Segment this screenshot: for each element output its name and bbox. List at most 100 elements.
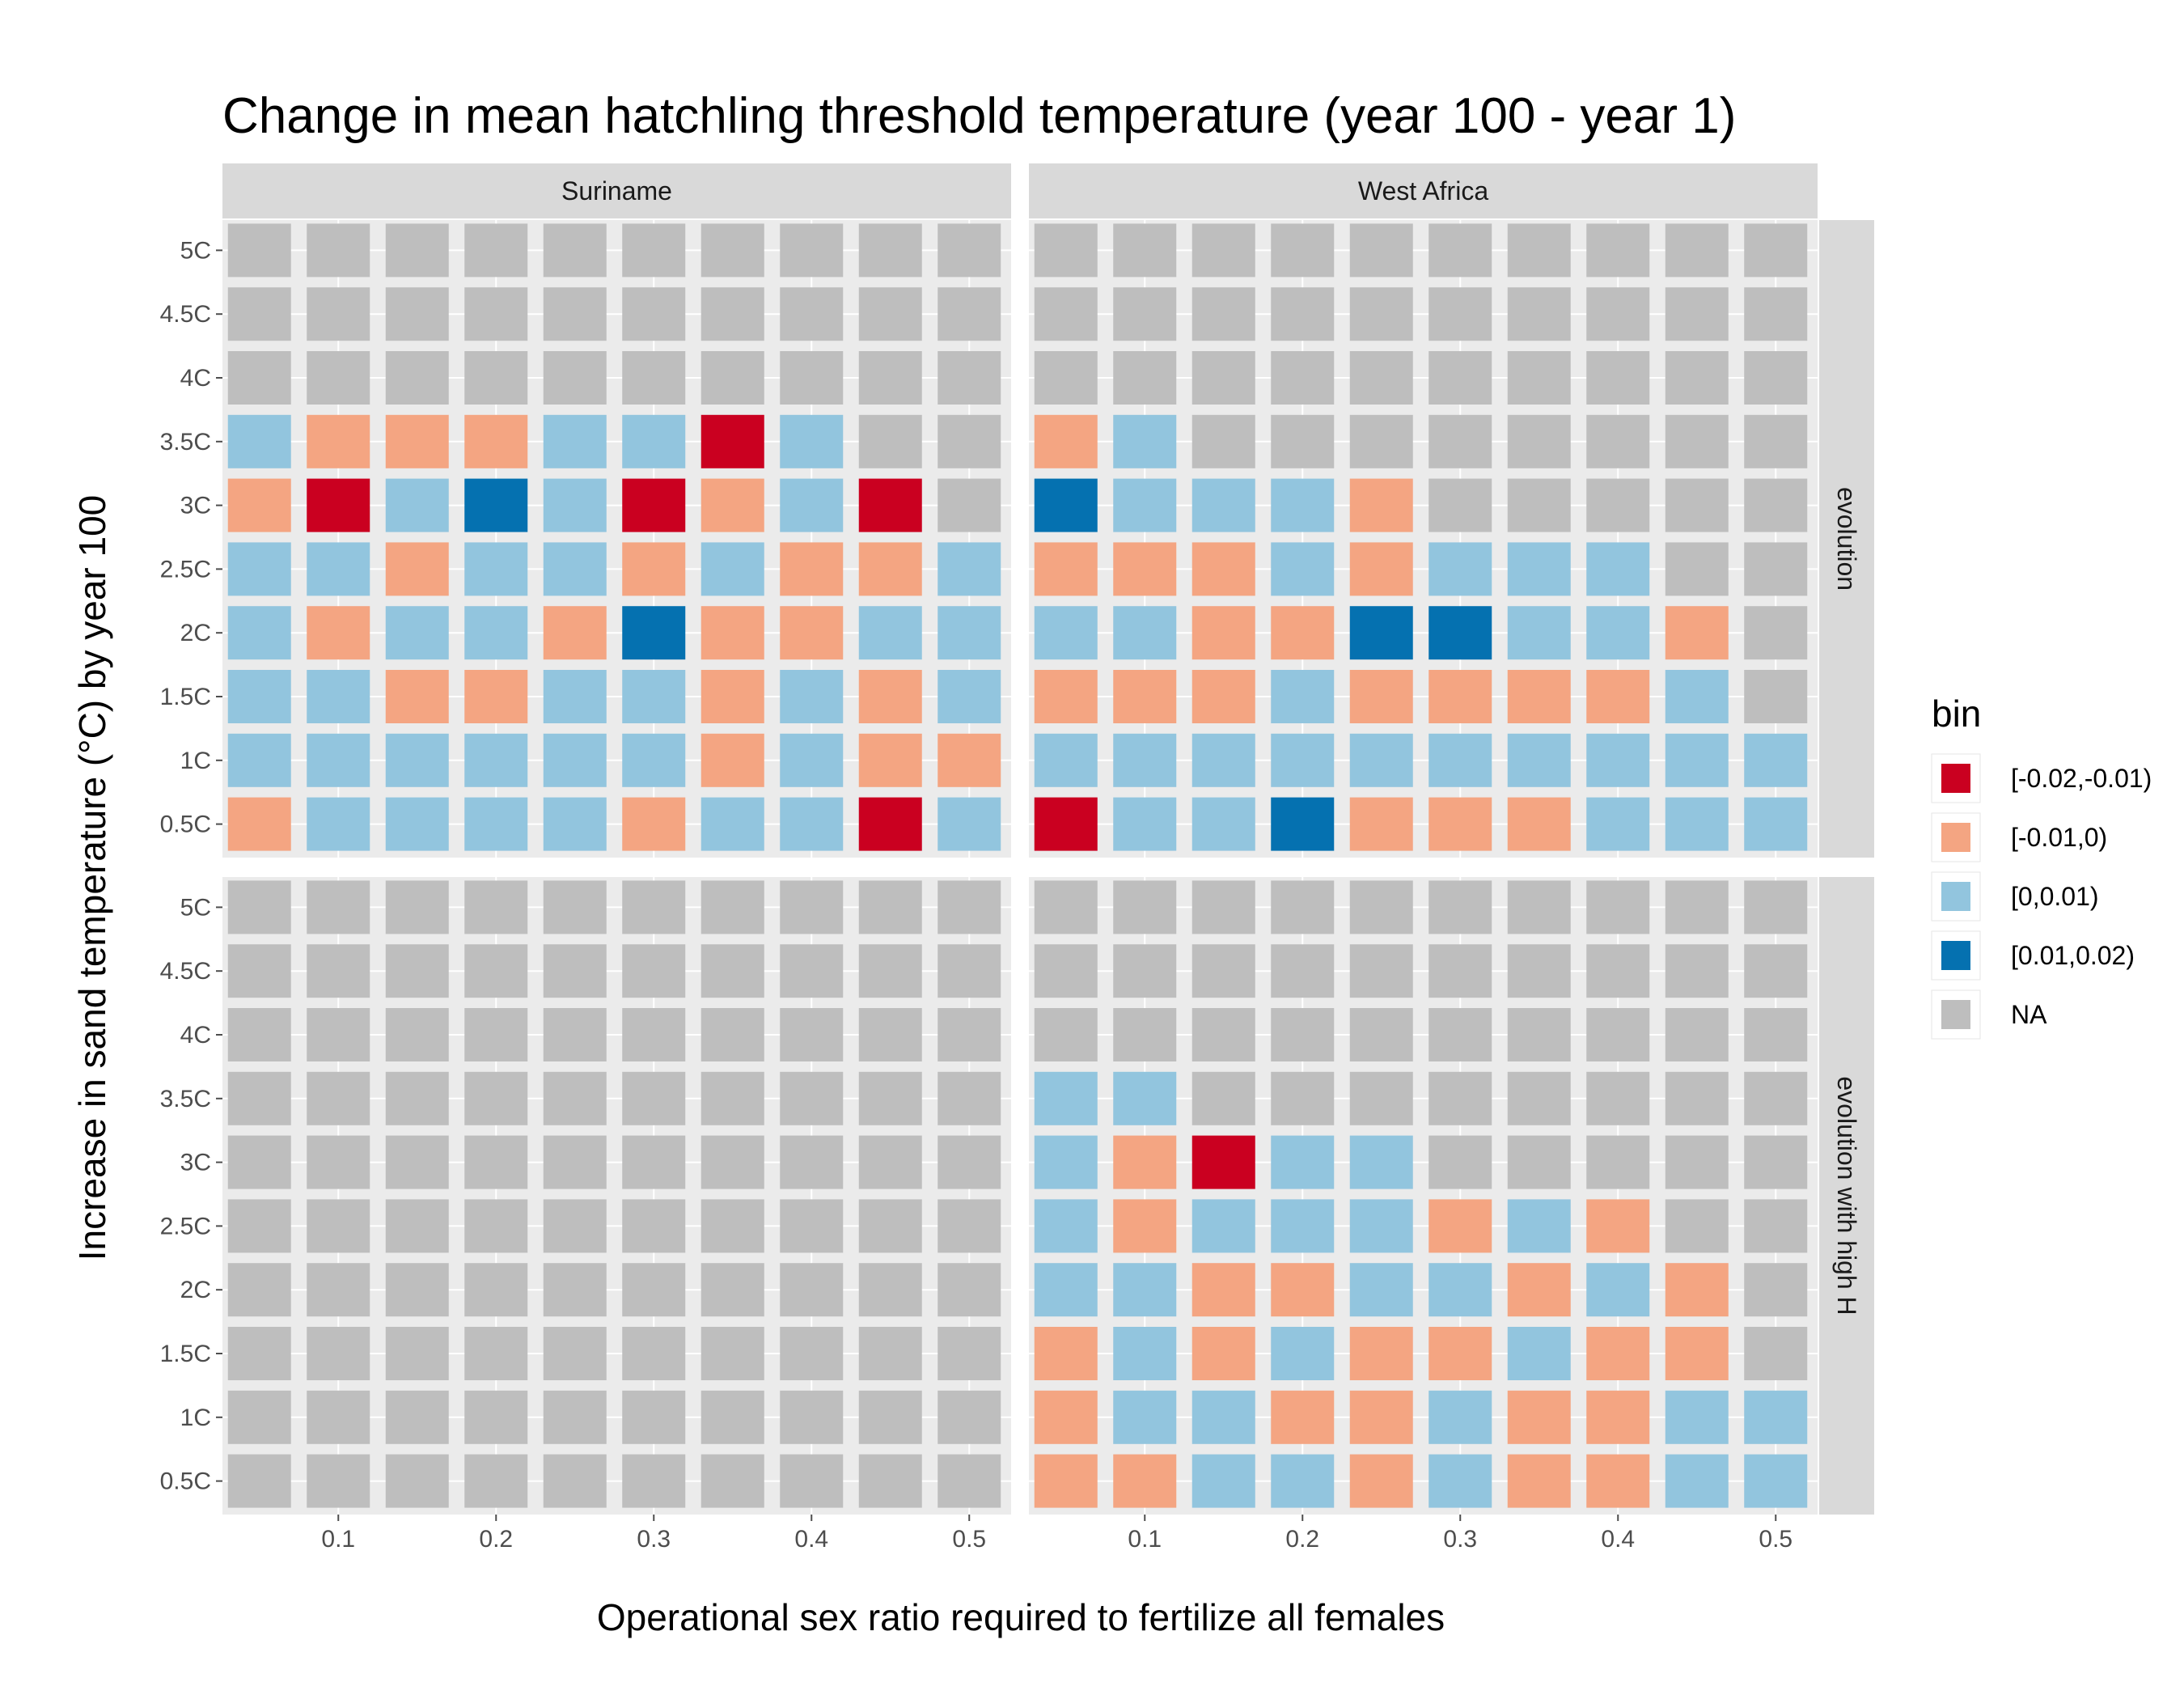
heatmap-tile	[938, 542, 1001, 596]
heatmap-tile	[858, 414, 922, 468]
heatmap-tile	[464, 1390, 528, 1444]
heatmap-tile	[1744, 1390, 1808, 1444]
heatmap-tile	[385, 478, 449, 532]
heatmap-tile	[1034, 1008, 1098, 1061]
heatmap-tile	[1191, 1390, 1255, 1444]
heatmap-tile	[1271, 1327, 1335, 1380]
heatmap-tile	[938, 1008, 1001, 1061]
legend-item: [0.01,0.02)	[1931, 930, 2135, 981]
heatmap-tile	[543, 670, 607, 723]
heatmap-tile	[1113, 1008, 1177, 1061]
heatmap-tile	[543, 880, 607, 934]
legend: bin [-0.02,-0.01) [-0.01,0) [0,0.01) [0.01,0…	[1931, 693, 2152, 1040]
y-tick-label: 2.5C	[160, 556, 211, 583]
heatmap-tile	[858, 733, 922, 787]
heatmap-tile	[1191, 797, 1255, 851]
heatmap-tile	[1271, 1390, 1335, 1444]
x-tick-label: 0.1	[1128, 1526, 1162, 1553]
heatmap-tile	[1349, 1199, 1413, 1253]
heatmap-tile	[464, 1327, 528, 1380]
heatmap-tile	[1507, 606, 1571, 660]
legend-item: [-0.01,0)	[1931, 812, 2107, 862]
heatmap-tile	[1744, 414, 1808, 468]
heatmap-tile	[780, 1008, 844, 1061]
heatmap-tile	[700, 414, 764, 468]
heatmap-tile	[227, 414, 291, 468]
heatmap-tile	[1271, 1008, 1335, 1061]
heatmap-tile	[385, 670, 449, 723]
heatmap-tile	[227, 1390, 291, 1444]
heatmap-tile	[307, 1390, 370, 1444]
facet-panel	[1029, 220, 1818, 858]
heatmap-tile	[1665, 1390, 1729, 1444]
legend-title: bin	[1932, 693, 1981, 735]
heatmap-tile	[1586, 1263, 1650, 1317]
heatmap-tile	[780, 1135, 844, 1189]
heatmap-tile	[1507, 797, 1571, 851]
y-tick-label: 1C	[180, 748, 211, 774]
heatmap-tile	[1428, 287, 1492, 341]
heatmap-tile	[938, 797, 1001, 851]
y-tick-label: 3.5C	[160, 429, 211, 455]
heatmap-tile	[780, 287, 844, 341]
heatmap-tile	[858, 797, 922, 851]
heatmap-tile	[700, 670, 764, 723]
heatmap-tile	[1744, 733, 1808, 787]
legend-item: NA	[1931, 989, 2047, 1040]
heatmap-tile	[1586, 606, 1650, 660]
heatmap-tile	[1271, 351, 1335, 405]
heatmap-tile	[1349, 1454, 1413, 1508]
heatmap-tile	[1034, 733, 1098, 787]
legend-key-swatch	[1941, 941, 1970, 970]
heatmap-tile	[1428, 606, 1492, 660]
heatmap-tile	[1113, 1327, 1177, 1380]
heatmap-tile	[622, 1008, 686, 1061]
heatmap-tile	[700, 1390, 764, 1444]
heatmap-tile	[307, 1263, 370, 1317]
heatmap-tile	[227, 1454, 291, 1508]
chart-title: Change in mean hatchling threshold tempe…	[222, 88, 1736, 144]
heatmap-tile	[1349, 944, 1413, 998]
heatmap-tile	[1349, 478, 1413, 532]
legend-label: [0.01,0.02)	[2011, 941, 2135, 970]
heatmap-tile	[1271, 542, 1335, 596]
heatmap-tile	[543, 414, 607, 468]
heatmap-tile	[1744, 1008, 1808, 1061]
heatmap-tile	[1113, 1390, 1177, 1444]
heatmap-tile	[385, 414, 449, 468]
heatmap-tile	[1034, 478, 1098, 532]
heatmap-tile	[622, 606, 686, 660]
heatmap-tile	[1428, 880, 1492, 934]
heatmap-tile	[1665, 944, 1729, 998]
heatmap-tile	[700, 797, 764, 851]
heatmap-tile	[307, 223, 370, 278]
heatmap-tile	[1586, 351, 1650, 405]
heatmap-tile	[938, 880, 1001, 934]
heatmap-tile	[1507, 478, 1571, 532]
heatmap-tile	[1586, 1071, 1650, 1125]
heatmap-tile	[1428, 414, 1492, 468]
heatmap-tile	[1428, 1263, 1492, 1317]
heatmap-tile	[1034, 223, 1098, 278]
heatmap-tile	[464, 944, 528, 998]
heatmap-tile	[938, 606, 1001, 660]
heatmap-tile	[780, 733, 844, 787]
heatmap-tile	[1586, 1390, 1650, 1444]
heatmap-tile	[700, 1327, 764, 1380]
heatmap-tile	[1191, 1199, 1255, 1253]
heatmap-tile	[307, 478, 370, 532]
heatmap-tile	[385, 351, 449, 405]
y-tick-label: 1.5C	[160, 684, 211, 710]
heatmap-tile	[938, 1071, 1001, 1125]
y-tick-label: 2.5C	[160, 1213, 211, 1239]
heatmap-tile	[307, 1135, 370, 1189]
heatmap-tile	[1744, 1135, 1808, 1189]
heatmap-tile	[1428, 1199, 1492, 1253]
heatmap-tile	[1665, 478, 1729, 532]
heatmap-tile	[1034, 944, 1098, 998]
heatmap-tile	[227, 478, 291, 532]
heatmap-tile	[307, 733, 370, 787]
heatmap-tile	[858, 606, 922, 660]
heatmap-tile	[1586, 542, 1650, 596]
heatmap-tile	[938, 287, 1001, 341]
